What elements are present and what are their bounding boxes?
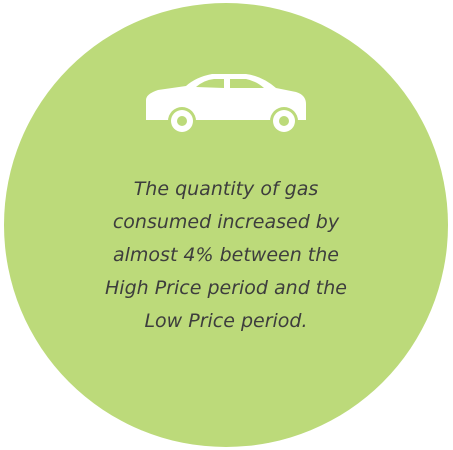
caption-line: consumed increased by: [113, 211, 340, 233]
circle-background: [4, 3, 448, 447]
car-icon: [146, 74, 306, 135]
caption-line: The quantity of gas: [134, 178, 319, 200]
caption-line: High Price period and the: [105, 277, 347, 299]
caption-line: almost 4% between the: [113, 244, 339, 266]
caption-line: Low Price period.: [144, 310, 307, 332]
caption: The quantity of gas consumed increased by…: [105, 178, 347, 332]
